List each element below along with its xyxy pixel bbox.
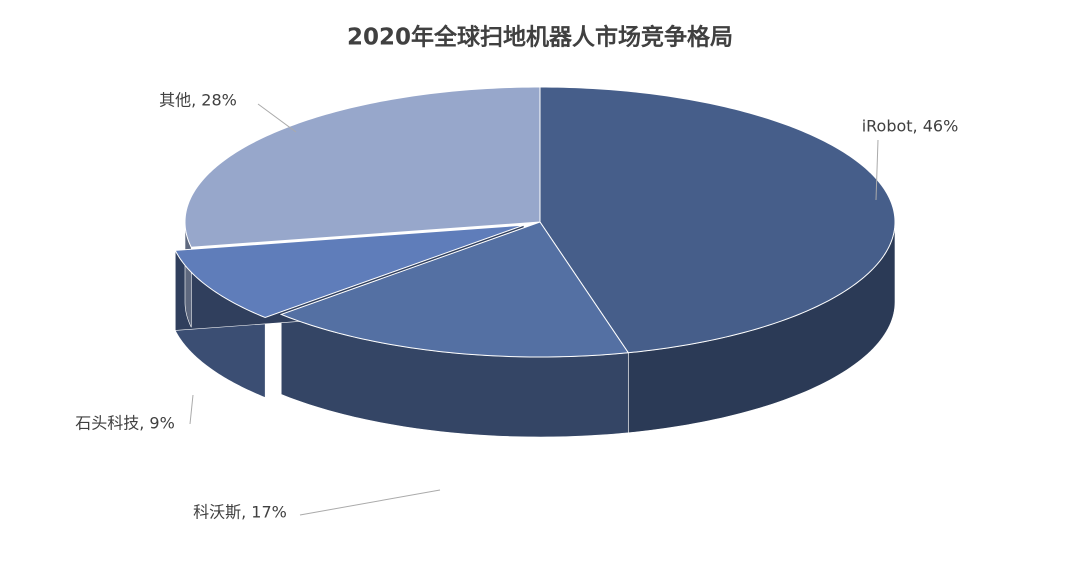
data-label: 石头科技, 9% [75, 414, 175, 433]
pie-slice [184, 86, 541, 248]
pie-slice [279, 221, 630, 358]
pie-slice [174, 224, 525, 319]
leader-line [875, 139, 879, 201]
leader-line [257, 103, 297, 133]
leader-line [189, 394, 194, 425]
pie-slice [539, 86, 896, 354]
chart-title: 2020年全球扫地机器人市场竞争格局 [347, 24, 733, 51]
data-label: 科沃斯, 17% [193, 503, 287, 522]
leader-line [299, 489, 441, 516]
data-label: 其他, 28% [159, 91, 237, 110]
data-label: iRobot, 46% [862, 117, 959, 136]
